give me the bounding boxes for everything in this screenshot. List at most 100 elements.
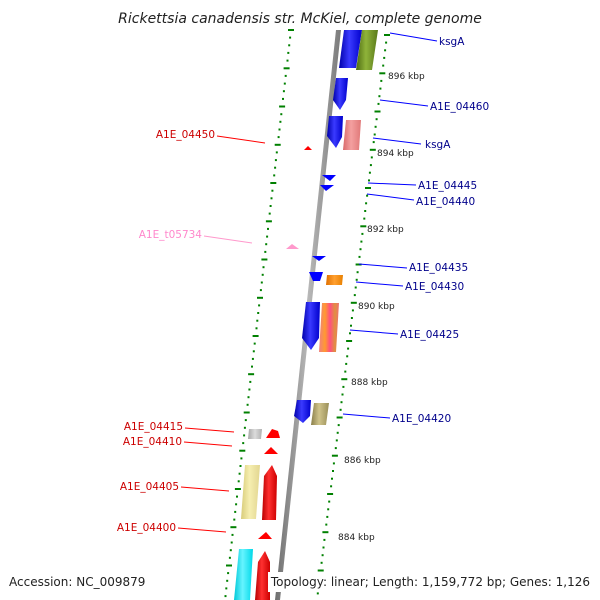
right-track-tick: [369, 164, 372, 167]
left-track-tick: [256, 319, 259, 322]
right-track-tick: [336, 431, 339, 434]
gene-A1E_04460-top: [356, 30, 378, 70]
left-track-tick: [226, 579, 229, 582]
label-A1E_04425: A1E_04425: [400, 329, 459, 341]
left-track-tick: [231, 533, 234, 536]
right-track-tick: [350, 317, 353, 319]
right-track-tick: [356, 271, 359, 274]
left-track-tick: [270, 182, 277, 184]
right-track-tick: [360, 240, 363, 243]
right-track-tick: [382, 64, 385, 67]
right-track-tick: [375, 118, 378, 121]
right-track-tick: [323, 538, 326, 541]
label-ksgA-mid: ksgA: [425, 139, 451, 151]
scale-label-886: 886 kbp: [344, 456, 381, 466]
left-track-tick: [251, 357, 254, 360]
gene-A1E_04425-blue: [302, 302, 320, 350]
right-track-tick: [332, 462, 335, 465]
left-track-tick: [225, 587, 228, 590]
left-tick-track: [224, 29, 294, 598]
label-A1E_04460: A1E_04460: [430, 101, 489, 113]
right-track-tick: [331, 454, 338, 457]
gene-A1E_04420: [311, 403, 329, 425]
left-track-tick: [260, 281, 263, 284]
right-track-tick: [344, 370, 347, 373]
left-track-tick: [248, 373, 255, 376]
left-track-tick: [288, 44, 291, 47]
gene-features: [234, 30, 378, 600]
right-track-tick: [385, 41, 388, 44]
left-track-tick: [273, 174, 276, 177]
left-track-tick: [234, 488, 241, 490]
label-leader-lines: [177, 32, 438, 533]
left-track-tick: [274, 143, 281, 146]
right-track-tick: [368, 171, 371, 174]
left-track-tick: [283, 82, 286, 85]
left-track-tick: [268, 212, 271, 215]
scale-label-894: 894 kbp: [377, 149, 414, 159]
right-track-tick: [374, 110, 381, 113]
right-track-tick: [320, 561, 323, 564]
left-track-tick: [287, 51, 290, 54]
label-A1E_04440: A1E_04440: [416, 196, 475, 208]
gene-A1E_04405: [241, 465, 260, 519]
label-A1E_04400: A1E_04400: [117, 522, 176, 534]
right-track-tick: [365, 187, 371, 189]
right-track-tick: [364, 210, 367, 212]
right-track-tick: [341, 378, 348, 381]
gene-ksgA-mid: [327, 116, 343, 148]
right-track-tick: [365, 202, 368, 205]
right-track-tick: [350, 324, 352, 327]
left-track-tick: [255, 327, 258, 330]
left-track-tick: [248, 388, 251, 391]
right-track-tick: [383, 56, 386, 59]
left-track-tick: [235, 503, 238, 506]
right-track-tick: [334, 447, 337, 450]
label-ksgA-top: ksgA: [439, 36, 465, 48]
left-track-tick: [261, 273, 264, 276]
left-track-tick: [283, 67, 290, 70]
right-track-tick: [336, 416, 343, 419]
left-track-tick: [253, 342, 256, 345]
scale-labels: 896 kbp 894 kbp 892 kbp 890 kbp 888 kbp …: [338, 72, 425, 543]
left-track-tick: [244, 419, 247, 422]
right-track-tick: [368, 179, 370, 182]
right-track-tick: [361, 232, 364, 235]
right-track-tick: [373, 133, 376, 136]
right-track-tick: [347, 347, 350, 350]
left-track-tick: [289, 36, 292, 39]
left-track-tick: [252, 350, 255, 353]
gene-A1E_04415: [248, 429, 262, 439]
right-track-tick: [349, 332, 351, 335]
right-track-tick: [350, 301, 357, 304]
gene-A1E_04405-red: [262, 465, 277, 520]
right-track-tick: [328, 500, 331, 503]
left-track-tick: [279, 105, 286, 108]
right-track-tick: [377, 102, 380, 105]
gene-A1E_04450: [304, 146, 312, 150]
left-track-tick: [233, 518, 236, 521]
left-track-tick: [262, 266, 265, 269]
left-track-tick: [243, 426, 246, 429]
scale-label-888: 888 kbp: [351, 378, 388, 388]
right-track-tick: [379, 72, 386, 75]
left-track-tick: [269, 205, 272, 207]
label-A1E_t05734: A1E_t05734: [139, 229, 203, 241]
left-track-tick: [274, 166, 277, 169]
right-track-tick: [339, 408, 342, 411]
gene-A1E_04430: [326, 275, 343, 285]
right-track-tick: [340, 401, 343, 404]
right-track-tick: [326, 515, 329, 518]
left-track-tick: [234, 510, 237, 513]
left-track-tick: [249, 380, 252, 383]
gene-A1E_04440: [320, 185, 334, 191]
right-track-tick: [369, 148, 376, 151]
left-track-tick: [246, 403, 249, 406]
left-track-tick: [227, 572, 230, 575]
gene-ksgA-top: [339, 30, 362, 68]
scale-label-890: 890 kbp: [358, 302, 395, 312]
scale-label-884: 884 kbp: [338, 533, 375, 543]
right-track-tick: [366, 194, 369, 197]
genome-summary: Topology: linear; Length: 1,159,772 bp; …: [270, 575, 590, 589]
label-A1E_04415: A1E_04415: [124, 421, 183, 433]
